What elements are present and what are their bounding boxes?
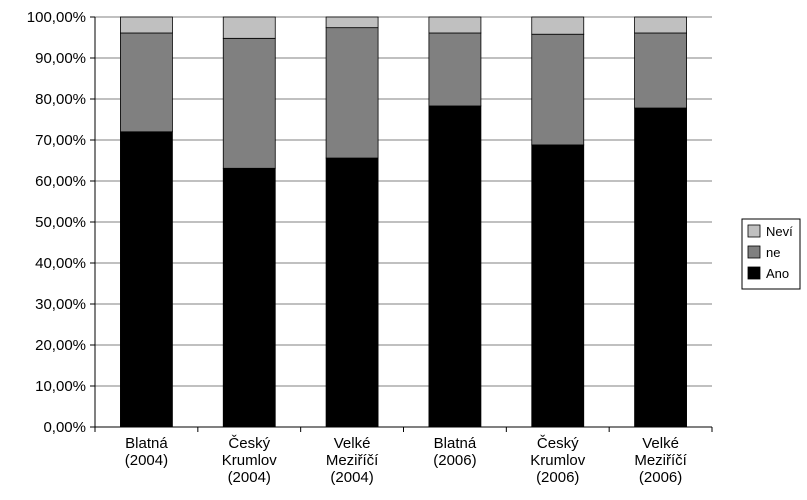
legend-label-ano: Ano (766, 266, 789, 281)
legend-swatch-ne (747, 245, 761, 259)
bar-segment-ne (222, 37, 276, 169)
y-axis-tick-labels: 0,00% 10,00% 20,00% 30,00% 40,00% 50,00% 60,00… (27, 9, 86, 436)
gridlines (95, 16, 712, 428)
y-tick-label: 20,00% (35, 337, 86, 354)
bar-segment-ne (120, 32, 173, 133)
y-tick-label: 70,00% (35, 132, 86, 149)
legend-label-neví: Neví (766, 224, 793, 239)
bar-segment-neví (325, 16, 379, 29)
bar-segment-neví (531, 16, 585, 35)
bar-segment-ano (428, 105, 482, 428)
bar-segment-ne (325, 27, 379, 159)
bar-segment-neví (428, 16, 482, 34)
y-tick-label: 90,00% (35, 50, 86, 67)
x-axis-category-labels: Blatná (2004) Český Krumlov (2004) Velké Meziř… (125, 435, 688, 486)
y-tick-label: 40,00% (35, 255, 86, 272)
x-category-label: Blatná (2004) (125, 435, 169, 469)
legend: Neví ne Ano (741, 218, 801, 290)
axes (90, 16, 713, 432)
bar-segment-ano (531, 144, 585, 428)
bars (120, 16, 687, 428)
y-tick-label: 0,00% (43, 419, 86, 436)
bar-segment-neví (634, 16, 687, 34)
bar-segment-ne (531, 33, 585, 146)
y-tick-label: 60,00% (35, 173, 86, 190)
x-category-label: Český Krumlov (2006) (530, 435, 586, 486)
bar-segment-ano (325, 157, 379, 428)
y-tick-label: 100,00% (27, 9, 86, 26)
bar-segment-ano (634, 107, 687, 428)
y-tick-label: 10,00% (35, 378, 86, 395)
bar-segment-ne (634, 32, 687, 109)
legend-swatch-ano (747, 266, 761, 280)
bar-segment-ano (222, 167, 276, 428)
x-category-label: Blatná (2006) (433, 435, 477, 469)
bar-segment-ne (428, 32, 482, 107)
bar-segment-neví (222, 16, 276, 39)
y-tick-label: 30,00% (35, 296, 86, 313)
bar-segment-ano (120, 131, 173, 428)
x-category-label: Velké Meziříčí (2004) (326, 435, 379, 486)
x-category-label: Český Krumlov (2004) (222, 435, 278, 486)
x-category-label: Velké Meziříčí (2006) (634, 435, 687, 486)
y-tick-label: 80,00% (35, 91, 86, 108)
bar-segment-neví (120, 16, 173, 34)
legend-label-ne: ne (766, 245, 780, 260)
y-tick-label: 50,00% (35, 214, 86, 231)
legend-swatch-neví (747, 224, 761, 238)
